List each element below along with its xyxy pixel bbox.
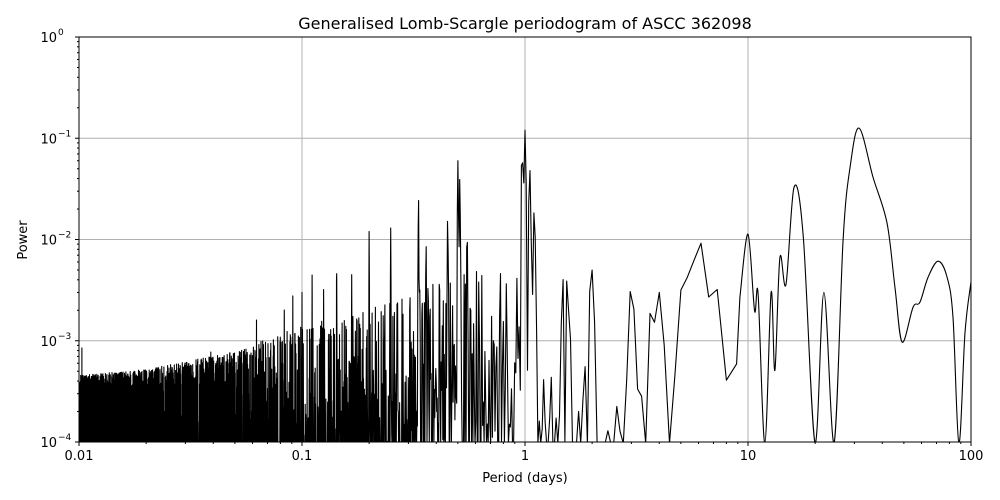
y-tick-label: 10 bbox=[40, 132, 57, 147]
series-group bbox=[79, 127, 971, 442]
x-tick-label: 100 bbox=[959, 449, 984, 464]
y-tick-label: 10 bbox=[40, 436, 57, 451]
chart-title: Generalised Lomb-Scargle periodogram of … bbox=[298, 14, 752, 33]
x-tick-label: 1 bbox=[521, 449, 529, 464]
y-tick-label: 10 bbox=[40, 234, 57, 249]
y-tick-label: 10 bbox=[40, 335, 57, 350]
y-tick-label: 10 bbox=[40, 31, 57, 46]
y-tick-exponent: −3 bbox=[58, 332, 71, 342]
y-tick-exponent: 0 bbox=[58, 28, 64, 38]
x-tick-label: 0.1 bbox=[292, 449, 313, 464]
y-tick-exponent: −4 bbox=[58, 433, 72, 443]
y-tick-exponent: −2 bbox=[58, 231, 71, 241]
grid-lines bbox=[79, 37, 971, 442]
y-axis-label: Power bbox=[16, 220, 31, 260]
x-tick-label: 0.01 bbox=[65, 449, 94, 464]
periodogram-line bbox=[79, 127, 971, 442]
y-tick-exponent: −1 bbox=[58, 129, 71, 139]
x-tick-label: 10 bbox=[740, 449, 757, 464]
x-axis-label: Period (days) bbox=[482, 471, 568, 486]
